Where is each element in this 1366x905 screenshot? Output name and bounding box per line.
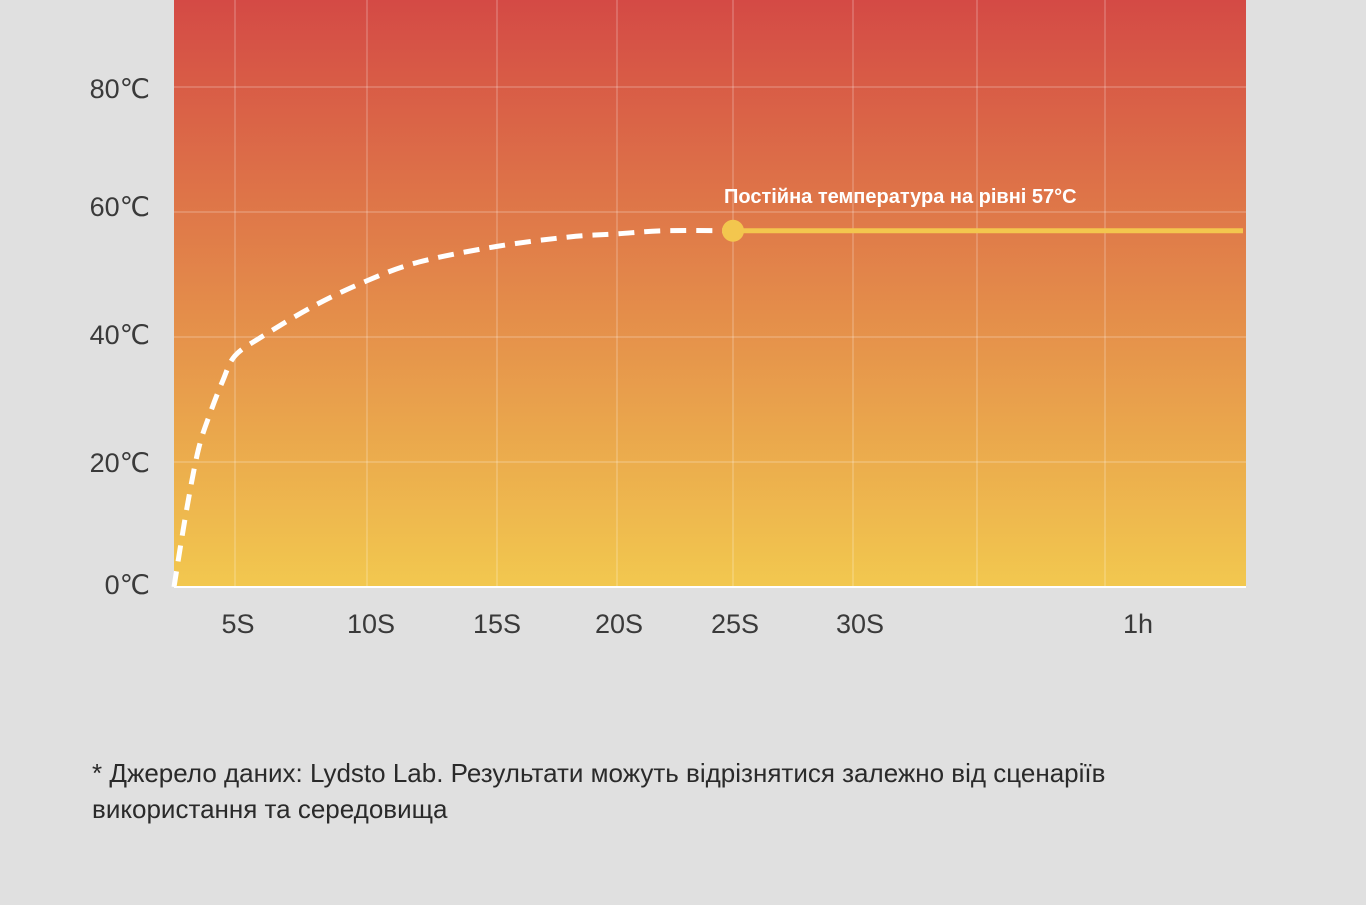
grid-lines xyxy=(174,0,1246,588)
data-series xyxy=(171,228,1243,588)
steady-state-marker xyxy=(722,219,744,242)
y-tick-label: 80℃ xyxy=(90,74,150,104)
temperature-chart: 0℃ 20℃ 40℃ 60℃ 80℃ 5S 10S 15S 20S 25S 30S 1h Пості… xyxy=(90,0,1246,639)
footnote-line-1: * Джерело даних: Lydsto Lab. Результати … xyxy=(92,758,1106,788)
x-tick-label: 10S xyxy=(347,609,395,639)
x-tick-label: 25S xyxy=(711,609,759,639)
x-tick-label: 15S xyxy=(473,609,521,639)
y-tick-label: 60℃ xyxy=(90,192,150,222)
x-tick-label: 20S xyxy=(595,609,643,639)
annotations: Постійна температура на рівні 57°C xyxy=(722,186,1077,242)
y-tick-label: 40℃ xyxy=(90,320,150,350)
constant-temperature-annotation: Постійна температура на рівні 57°C xyxy=(724,186,1077,208)
y-axis-tick-labels: 0℃ 20℃ 40℃ 60℃ 80℃ xyxy=(90,74,150,600)
footnote-line-2: використання та середовища xyxy=(92,794,448,824)
x-tick-label: 1h xyxy=(1123,609,1153,639)
y-tick-label: 20℃ xyxy=(90,448,150,478)
series-heating-curve xyxy=(171,228,734,588)
x-tick-label: 30S xyxy=(836,609,884,639)
plot-area xyxy=(174,0,1246,587)
y-tick-label: 0℃ xyxy=(105,570,150,600)
data-source-footnote: * Джерело даних: Lydsto Lab. Результати … xyxy=(92,755,1292,827)
x-tick-label: 5S xyxy=(221,609,254,639)
x-axis-tick-labels: 5S 10S 15S 20S 25S 30S 1h xyxy=(221,609,1153,639)
